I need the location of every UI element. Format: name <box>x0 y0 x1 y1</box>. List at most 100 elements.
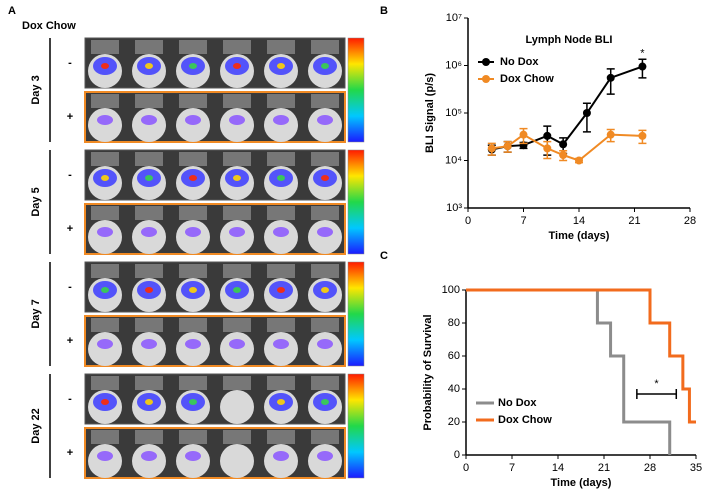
signal <box>229 227 245 237</box>
signal <box>101 63 109 69</box>
x-tick-label: 21 <box>628 215 640 227</box>
cage-bar <box>223 264 251 278</box>
point <box>606 130 615 139</box>
legend-label: Dox Chow <box>500 73 554 85</box>
signal <box>233 287 241 293</box>
cage-bar <box>223 430 251 444</box>
legend-label: Dox Chow <box>498 414 552 426</box>
day-label: Day 22 <box>30 408 42 443</box>
signal <box>317 451 333 461</box>
cage-bar <box>311 376 339 390</box>
cage-bar <box>179 376 207 390</box>
significance-bracket <box>636 388 678 399</box>
day-label: Day 5 <box>30 187 42 216</box>
x-tick-label: 14 <box>552 462 564 474</box>
cage-bar <box>179 430 207 444</box>
image-strip <box>84 91 346 143</box>
signal <box>277 175 285 181</box>
point <box>543 131 552 140</box>
signal <box>101 399 109 405</box>
signal <box>145 399 153 405</box>
cage-bar <box>179 152 207 166</box>
x-tick-label: 28 <box>684 215 696 227</box>
y-tick-label: 100 <box>442 284 460 296</box>
cage-bar <box>311 206 339 220</box>
cage-bar <box>135 40 163 54</box>
signal <box>273 115 289 125</box>
mouse <box>220 390 254 424</box>
cage-bar <box>135 376 163 390</box>
signal <box>229 115 245 125</box>
cage-bar <box>223 376 251 390</box>
error-bar <box>582 102 591 133</box>
signal <box>97 339 113 349</box>
row-sign: - <box>68 169 72 181</box>
cage-bar <box>267 152 295 166</box>
x-tick-label: 28 <box>644 462 656 474</box>
cage-bar <box>267 40 295 54</box>
cage-bar <box>179 264 207 278</box>
signal <box>141 451 157 461</box>
signal <box>185 451 201 461</box>
signal <box>277 287 285 293</box>
row-sign: + <box>67 223 73 235</box>
signal <box>101 175 109 181</box>
signal <box>145 175 153 181</box>
image-strip <box>84 373 346 425</box>
signal <box>317 227 333 237</box>
cage-bar <box>91 264 119 278</box>
point <box>503 142 512 151</box>
cage-bar <box>91 430 119 444</box>
row-sign: + <box>67 335 73 347</box>
legend-label: No Dox <box>500 56 539 68</box>
x-tick-label: 35 <box>690 462 702 474</box>
signal <box>97 227 113 237</box>
cage-bar <box>135 206 163 220</box>
signal <box>189 399 197 405</box>
signal <box>185 339 201 349</box>
point <box>559 140 568 149</box>
y-tick-label: 80 <box>448 317 460 329</box>
point <box>606 73 615 82</box>
cage-bar <box>223 40 251 54</box>
cage-bar <box>91 376 119 390</box>
point <box>519 130 528 139</box>
panel-label: A <box>8 5 16 17</box>
chart-title: Lymph Node BLI <box>526 34 613 46</box>
signal <box>101 287 109 293</box>
signal <box>273 227 289 237</box>
y-axis-label: Probability of Survival <box>422 314 434 430</box>
cage-bar <box>311 264 339 278</box>
cage-bar <box>179 318 207 332</box>
cage-bar <box>267 376 295 390</box>
signal <box>233 63 241 69</box>
signal <box>317 115 333 125</box>
signal <box>321 63 329 69</box>
day-label: Day 7 <box>30 299 42 328</box>
legend-swatch <box>482 58 490 66</box>
annotation: * <box>640 47 645 59</box>
cage-bar <box>267 318 295 332</box>
panel-label: C <box>380 250 388 262</box>
cage-bar <box>91 40 119 54</box>
cage-bar <box>91 318 119 332</box>
y-tick-label: 0 <box>454 449 460 461</box>
cage-bar <box>135 264 163 278</box>
x-tick-label: 7 <box>509 462 515 474</box>
cage-bar <box>311 152 339 166</box>
signal <box>141 115 157 125</box>
image-strip <box>84 149 346 201</box>
signal <box>185 227 201 237</box>
cage-bar <box>179 40 207 54</box>
signal <box>273 339 289 349</box>
series-line <box>466 288 672 455</box>
cage-bar <box>267 430 295 444</box>
signal <box>97 115 113 125</box>
signal <box>97 451 113 461</box>
y-axis-label: BLI Signal (p/s) <box>424 73 436 153</box>
point <box>582 109 591 117</box>
x-tick-label: 0 <box>465 215 471 227</box>
signal <box>141 227 157 237</box>
cage-bar <box>223 206 251 220</box>
